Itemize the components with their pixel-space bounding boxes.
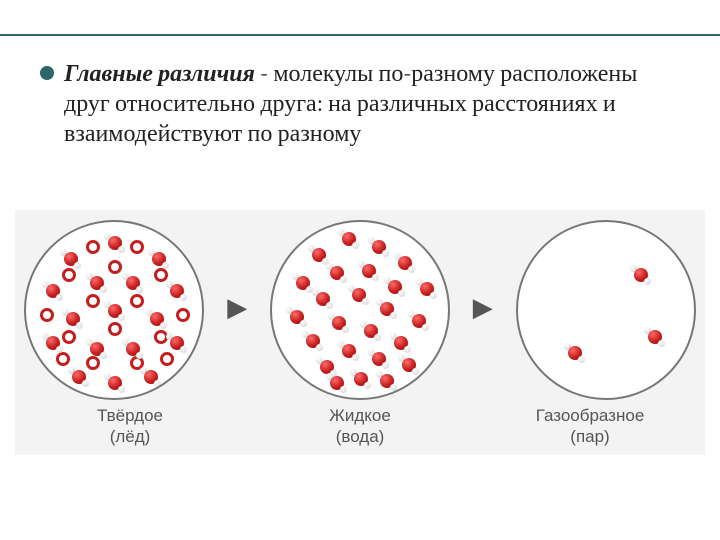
molecule-icon: [108, 376, 122, 390]
molecule-icon: [170, 336, 184, 350]
molecule-icon: [144, 370, 158, 384]
molecule-icon: [420, 282, 434, 296]
molecule-icon: [152, 252, 166, 266]
molecule-icon: [332, 316, 346, 330]
state-label-solid: Твёрдое(лёд): [30, 405, 230, 448]
ring-icon: [160, 352, 174, 366]
ring-icon: [154, 268, 168, 282]
molecule-icon: [634, 268, 648, 282]
state-solid: [24, 220, 204, 400]
ring-icon: [130, 294, 144, 308]
molecule-icon: [72, 370, 86, 384]
molecule-icon: [394, 336, 408, 350]
molecule-icon: [108, 236, 122, 250]
ring-icon: [62, 330, 76, 344]
molecule-icon: [330, 376, 344, 390]
bullet-row: Главные различия - молекулы по-разному р…: [40, 58, 680, 148]
molecule-icon: [150, 312, 164, 326]
state-circle-gas: [516, 220, 696, 400]
molecule-icon: [342, 344, 356, 358]
diagram-panel: ▶▶ Твёрдое(лёд)Жидкое(вода)Газообразное(…: [15, 210, 705, 455]
molecule-icon: [90, 276, 104, 290]
state-label-gas: Газообразное(пар): [490, 405, 690, 448]
molecule-icon: [126, 276, 140, 290]
molecule-icon: [398, 256, 412, 270]
molecule-icon: [388, 280, 402, 294]
molecule-icon: [412, 314, 426, 328]
molecule-icon: [126, 342, 140, 356]
header-rule: [0, 34, 720, 36]
molecule-icon: [648, 330, 662, 344]
molecule-icon: [296, 276, 310, 290]
states-row: ▶▶: [15, 220, 705, 400]
molecule-icon: [320, 360, 334, 374]
ring-icon: [130, 240, 144, 254]
molecule-icon: [372, 352, 386, 366]
ring-icon: [176, 308, 190, 322]
state-circle-solid: [24, 220, 204, 400]
molecule-icon: [568, 346, 582, 360]
molecule-icon: [362, 264, 376, 278]
molecule-icon: [46, 284, 60, 298]
molecule-icon: [170, 284, 184, 298]
arrow-icon: ▶: [473, 293, 493, 323]
molecule-icon: [66, 312, 80, 326]
molecule-icon: [316, 292, 330, 306]
state-circle-liquid: [270, 220, 450, 400]
molecule-icon: [402, 358, 416, 372]
molecule-icon: [380, 374, 394, 388]
ring-icon: [40, 308, 54, 322]
bullet-dot-icon: [40, 66, 54, 80]
ring-icon: [108, 322, 122, 336]
molecule-icon: [352, 288, 366, 302]
labels-row: Твёрдое(лёд) Жидкое(вода) Газообразное(пар…: [15, 405, 705, 448]
state-liquid: [270, 220, 450, 400]
state-gas: [516, 220, 696, 400]
ring-icon: [108, 260, 122, 274]
lead-text: Главные различия: [64, 59, 255, 87]
ring-icon: [86, 356, 100, 370]
molecule-icon: [330, 266, 344, 280]
ring-icon: [86, 240, 100, 254]
molecule-icon: [90, 342, 104, 356]
main-paragraph: Главные различия - молекулы по-разному р…: [64, 58, 680, 148]
molecule-icon: [354, 372, 368, 386]
state-label-liquid: Жидкое(вода): [260, 405, 460, 448]
molecule-icon: [372, 240, 386, 254]
ring-icon: [56, 352, 70, 366]
molecule-icon: [46, 336, 60, 350]
ring-icon: [86, 294, 100, 308]
molecule-icon: [312, 248, 326, 262]
arrow-icon: ▶: [227, 293, 247, 323]
molecule-icon: [306, 334, 320, 348]
molecule-icon: [342, 232, 356, 246]
content-block: Главные различия - молекулы по-разному р…: [40, 58, 680, 148]
molecule-icon: [108, 304, 122, 318]
ring-icon: [62, 268, 76, 282]
molecule-icon: [290, 310, 304, 324]
molecule-icon: [380, 302, 394, 316]
molecule-icon: [364, 324, 378, 338]
molecule-icon: [64, 252, 78, 266]
